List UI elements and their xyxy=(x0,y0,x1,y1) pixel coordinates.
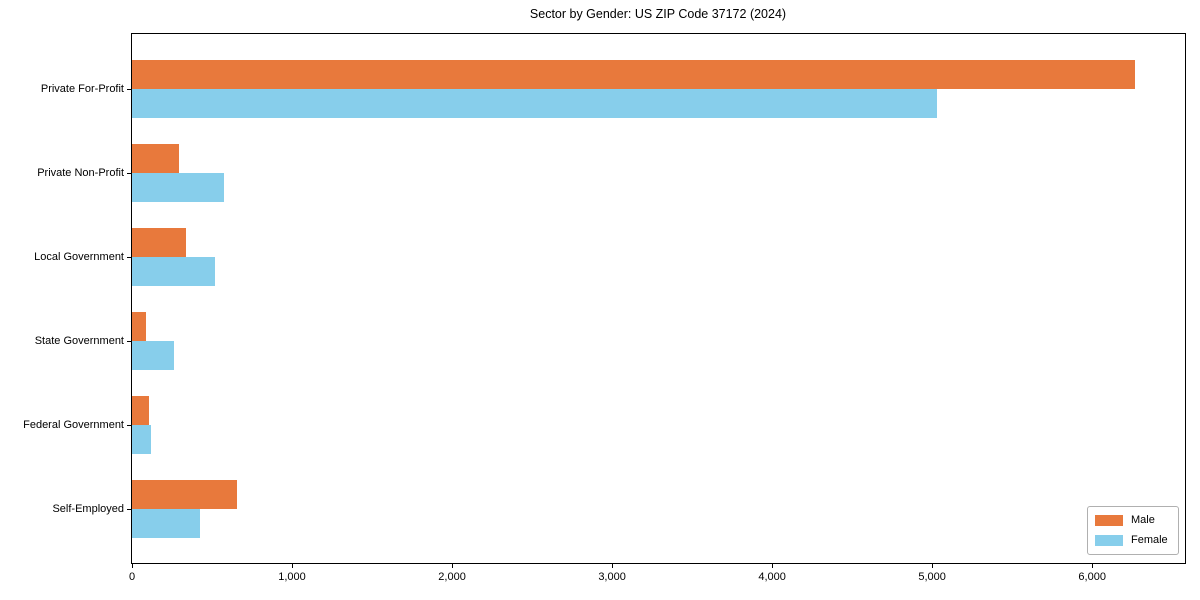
y-axis-tick xyxy=(127,256,131,258)
bar-male-private-for-profit xyxy=(132,59,1136,89)
x-axis-tick xyxy=(611,564,613,568)
y-tick-label: Self-Employed xyxy=(52,503,124,515)
legend-label-female: Female xyxy=(1131,534,1168,546)
y-tick-label: Private For-Profit xyxy=(40,82,124,95)
x-tick-label: 5,000 xyxy=(918,571,946,583)
bar-female-private-for-profit xyxy=(132,88,937,118)
y-axis-tick xyxy=(127,340,131,342)
bar-male-federal-government xyxy=(132,395,149,425)
bar-female-self-employed xyxy=(132,509,200,538)
legend-swatch-male xyxy=(1095,515,1123,526)
bar-male-state-government xyxy=(132,311,146,341)
x-axis-tick xyxy=(771,564,773,568)
y-axis-tick xyxy=(127,172,131,174)
x-axis-tick xyxy=(451,564,453,568)
y-tick-label: Private Non-Profit xyxy=(37,166,124,179)
plot-area xyxy=(131,33,1186,564)
legend-entry-male: Male xyxy=(1095,512,1170,529)
x-tick-label: 0 xyxy=(128,571,136,583)
x-tick-label: 2,000 xyxy=(438,571,466,583)
chart-title: Sector by Gender: US ZIP Code 37172 (202… xyxy=(529,7,787,21)
bar-male-self-employed xyxy=(132,480,237,509)
x-tick-label: 3,000 xyxy=(598,571,626,583)
y-tick-label: Federal Government xyxy=(23,418,124,431)
y-tick-label: State Government xyxy=(34,334,124,347)
legend-label-male: Male xyxy=(1131,514,1155,526)
y-tick-label: Local Government xyxy=(34,250,124,263)
bar-female-federal-government xyxy=(132,424,152,454)
legend-swatch-female xyxy=(1095,535,1123,546)
x-tick-label: 1,000 xyxy=(278,571,306,583)
bar-female-local-government xyxy=(132,256,215,286)
x-axis-tick xyxy=(1091,564,1093,568)
bar-female-private-non-profit xyxy=(132,172,224,202)
legend-entry-female: Female xyxy=(1095,532,1170,549)
legend: Male Female xyxy=(1087,506,1179,555)
bar-male-private-non-profit xyxy=(132,143,179,173)
bar-female-state-government xyxy=(132,340,174,370)
x-axis-tick xyxy=(291,564,293,568)
bar-male-local-government xyxy=(132,227,186,257)
y-axis-tick xyxy=(127,424,131,426)
y-axis-tick xyxy=(127,88,131,90)
x-tick-label: 4,000 xyxy=(758,571,786,583)
x-axis-tick xyxy=(131,564,133,568)
x-axis-tick xyxy=(931,564,933,568)
y-axis-tick xyxy=(127,509,131,510)
x-tick-label: 6,000 xyxy=(1078,571,1106,583)
